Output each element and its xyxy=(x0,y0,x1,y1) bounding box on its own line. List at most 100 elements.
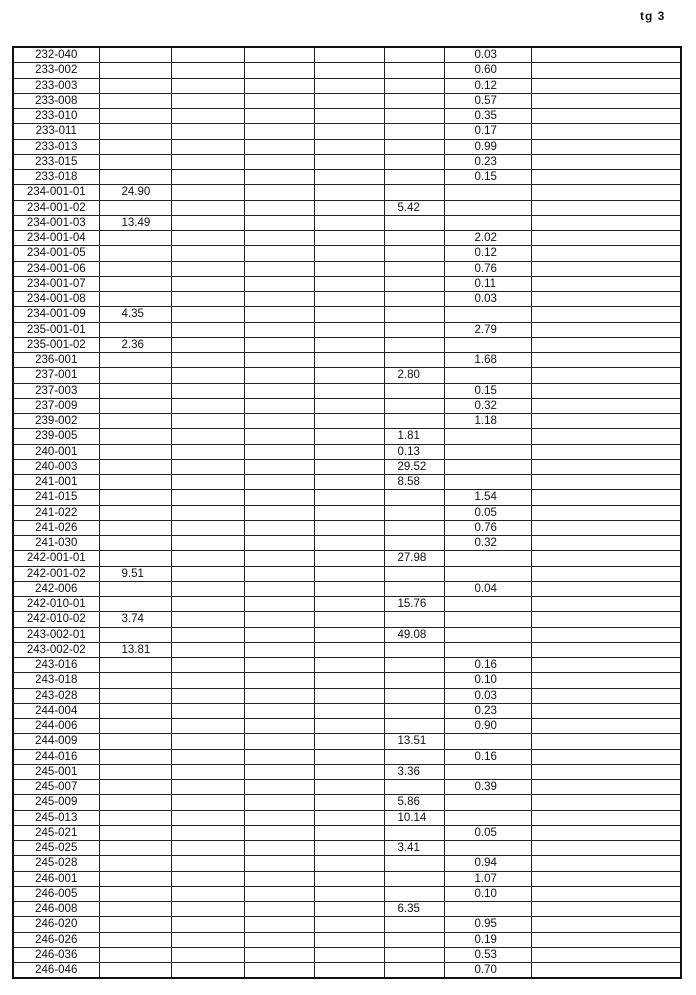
value-cell xyxy=(98,107,172,125)
value-cell: 29.52 xyxy=(383,458,445,476)
empty-cell xyxy=(243,351,315,369)
empty-cell xyxy=(170,626,245,643)
value-cell xyxy=(383,504,445,521)
table-row: 246-001 1.07 xyxy=(12,870,682,887)
value-cell: 0.60 xyxy=(443,62,532,79)
empty-cell xyxy=(313,306,385,323)
empty-cell xyxy=(313,702,385,720)
row-id-cell: 246-020 xyxy=(12,916,100,933)
table-row: 243-016 0.16 xyxy=(12,656,682,674)
empty-cell xyxy=(243,306,315,323)
value-cell xyxy=(383,275,445,293)
table-row: 239-002 1.18 xyxy=(12,412,682,430)
value-cell: 15.76 xyxy=(383,595,445,613)
value-cell xyxy=(383,260,445,277)
value-cell: 0.03 xyxy=(443,687,532,704)
value-cell xyxy=(98,870,172,887)
value-cell xyxy=(443,443,532,460)
row-id-cell: 244-006 xyxy=(12,717,100,735)
value-cell: 13.81 xyxy=(98,641,172,659)
row-id-cell: 242-001-01 xyxy=(12,550,100,567)
row-id-cell: 234-001-05 xyxy=(12,245,100,262)
value-cell: 2.79 xyxy=(443,321,532,338)
row-id-cell: 246-008 xyxy=(12,900,100,918)
value-cell: 0.10 xyxy=(443,672,532,689)
value-cell xyxy=(443,595,532,613)
value-cell: 0.10 xyxy=(443,885,532,903)
value-cell: 0.11 xyxy=(443,275,532,293)
value-cell xyxy=(98,351,172,369)
table-row: 233-010 0.35 xyxy=(12,107,682,125)
empty-cell xyxy=(530,351,682,369)
empty-cell xyxy=(243,778,315,796)
value-cell xyxy=(443,611,532,628)
value-cell xyxy=(383,656,445,674)
empty-cell xyxy=(530,595,682,613)
table-row: 243-002-02 13.81 xyxy=(12,641,682,659)
value-cell xyxy=(443,839,532,857)
row-id-cell: 244-004 xyxy=(12,702,100,720)
value-cell xyxy=(443,809,532,826)
value-cell xyxy=(98,321,172,338)
table-row: 242-010-01 15.76 xyxy=(12,595,682,613)
value-cell: 9.51 xyxy=(98,565,172,582)
empty-cell xyxy=(243,641,315,659)
empty-cell xyxy=(170,717,245,735)
empty-cell xyxy=(243,138,315,155)
row-id-cell: 237-009 xyxy=(12,397,100,415)
empty-cell xyxy=(170,809,245,826)
value-cell: 0.76 xyxy=(443,260,532,277)
empty-cell xyxy=(313,46,385,64)
table-row: 246-026 0.19 xyxy=(12,931,682,948)
empty-cell xyxy=(243,275,315,293)
empty-cell xyxy=(243,428,315,445)
value-cell: 3.41 xyxy=(383,839,445,857)
table-row: 234-001-09 4.35 xyxy=(12,306,682,323)
value-cell xyxy=(383,580,445,598)
empty-cell xyxy=(313,412,385,430)
empty-cell xyxy=(170,855,245,872)
empty-cell xyxy=(243,824,315,842)
table-row: 241-026 0.76 xyxy=(12,519,682,537)
table-row: 246-036 0.53 xyxy=(12,946,682,964)
empty-cell xyxy=(170,351,245,369)
empty-cell xyxy=(313,946,385,964)
row-id-cell: 243-002-02 xyxy=(12,641,100,659)
value-cell: 1.18 xyxy=(443,412,532,430)
empty-cell xyxy=(170,168,245,186)
value-cell: 1.07 xyxy=(443,870,532,887)
value-cell: 0.53 xyxy=(443,946,532,964)
empty-cell xyxy=(243,809,315,826)
value-cell: 0.99 xyxy=(443,138,532,155)
empty-cell xyxy=(530,809,682,826)
empty-cell xyxy=(530,870,682,887)
table-row: 233-008 0.57 xyxy=(12,92,682,110)
empty-cell xyxy=(170,519,245,537)
value-cell xyxy=(98,733,172,750)
table-body: 232-040 0.03 233-002 0.60 233-003 0.12 233-008… xyxy=(12,46,682,980)
row-id-cell: 234-001-08 xyxy=(12,290,100,308)
value-cell xyxy=(383,748,445,765)
empty-cell xyxy=(170,733,245,750)
empty-cell xyxy=(313,351,385,369)
value-cell: 0.12 xyxy=(443,245,532,262)
row-id-cell: 233-015 xyxy=(12,153,100,171)
row-id-cell: 242-010-01 xyxy=(12,595,100,613)
empty-cell xyxy=(243,672,315,689)
empty-cell xyxy=(313,550,385,567)
empty-cell xyxy=(243,489,315,506)
empty-cell xyxy=(170,46,245,64)
table-row: 234-001-02 5.42 xyxy=(12,199,682,216)
data-table: 232-040 0.03 233-002 0.60 233-003 0.12 233-008… xyxy=(12,46,682,980)
value-cell xyxy=(443,733,532,750)
row-id-cell: 243-028 xyxy=(12,687,100,704)
empty-cell xyxy=(530,733,682,750)
empty-cell xyxy=(170,367,245,384)
value-cell xyxy=(383,687,445,704)
row-id-cell: 242-001-02 xyxy=(12,565,100,582)
empty-cell xyxy=(243,458,315,476)
table-row: 246-046 0.70 xyxy=(12,962,682,980)
empty-cell xyxy=(530,946,682,964)
empty-cell xyxy=(313,839,385,857)
empty-cell xyxy=(243,916,315,933)
